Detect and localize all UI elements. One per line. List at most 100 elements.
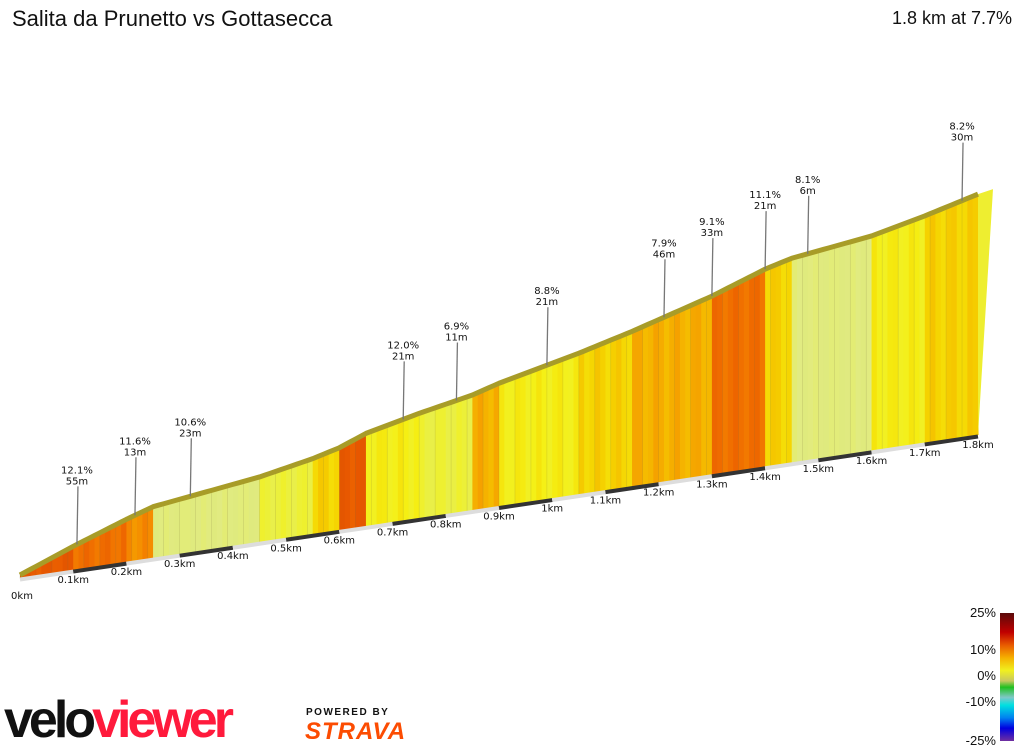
annotation-length: 23m	[179, 428, 201, 439]
profile-strip	[243, 479, 250, 545]
annotation-stem	[402, 361, 405, 420]
distance-tick-label: 1.7km	[909, 448, 940, 459]
profile-strip	[482, 387, 490, 510]
profile-strip	[738, 279, 745, 472]
distance-tick-label: 0.1km	[58, 575, 89, 586]
profile-strip	[328, 449, 335, 532]
profile-strip	[562, 356, 570, 498]
profile-strip	[733, 282, 740, 472]
profile-strip	[424, 409, 431, 518]
profile-strip	[594, 344, 602, 493]
profile-strip	[121, 519, 128, 563]
profile-strip	[754, 271, 761, 469]
page-title: Salita da Prunetto vs Gottasecca	[12, 6, 333, 31]
profile-strip	[232, 482, 239, 547]
annotation-stem	[189, 438, 192, 497]
profile-strip	[520, 373, 527, 504]
profile-strip	[440, 404, 447, 516]
profile-strip	[349, 439, 356, 529]
annotation-length: 6m	[800, 186, 816, 197]
profile-strip	[169, 500, 175, 556]
distance-ruler-segment	[72, 561, 127, 574]
annotation-grade: 11.6%	[119, 436, 151, 447]
profile-strip	[344, 442, 351, 530]
profile-strip	[797, 255, 803, 463]
profile-strip	[450, 400, 458, 514]
profile-strip	[238, 481, 245, 546]
annotation-grade: 11.1%	[749, 190, 781, 201]
profile-strip	[89, 535, 96, 568]
profile-strip	[259, 474, 266, 543]
profile-strip	[802, 253, 809, 462]
profile-strip	[514, 374, 522, 505]
profile-strip	[600, 342, 607, 492]
profile-strip	[919, 215, 926, 444]
profile-strip	[663, 314, 670, 482]
profile-strip	[865, 235, 873, 453]
profile-strip	[147, 506, 154, 560]
profile-strip	[573, 353, 580, 496]
distance-tick-label: 1km	[541, 504, 563, 515]
profile-strip	[860, 237, 867, 453]
profile-strip	[610, 337, 617, 491]
distance-tick-label: 0.3km	[164, 559, 195, 570]
profile-strip	[99, 529, 107, 567]
annotation-length: 46m	[653, 249, 675, 260]
profile-strip	[216, 487, 223, 549]
profile-strip	[200, 491, 207, 551]
profile-strip	[131, 513, 138, 562]
profile-strip	[381, 425, 388, 524]
profile-strip	[222, 485, 229, 548]
distance-tick-label: 1.2km	[643, 488, 674, 499]
profile-strip	[674, 309, 681, 481]
profile-strip	[775, 262, 782, 466]
annotation-length: 30m	[951, 133, 973, 144]
profile-strip	[690, 302, 697, 479]
distance-tick-label: 1.6km	[856, 456, 887, 467]
profile-strip	[589, 346, 596, 493]
distance-ruler-segment	[658, 474, 713, 487]
profile-strip	[536, 367, 543, 501]
profile-strip	[286, 465, 293, 539]
profile-strip	[828, 246, 835, 458]
profile-strip	[354, 435, 362, 529]
profile-strip	[477, 390, 484, 510]
profile-strip	[807, 252, 814, 461]
veloviewer-logo: veloviewer	[4, 691, 234, 749]
profile-strip	[642, 323, 649, 486]
annotation-grade: 8.2%	[949, 122, 974, 133]
distance-ruler-segment	[764, 458, 819, 471]
annotation-grade: 12.1%	[61, 465, 93, 476]
distance-tick-label: 0.9km	[483, 512, 514, 523]
annotation-grade: 12.0%	[387, 340, 419, 351]
profile-strip	[153, 505, 159, 559]
profile-strip	[57, 552, 64, 573]
profile-strip	[839, 243, 846, 456]
annotation-grade: 8.8%	[534, 286, 559, 297]
profile-strip	[626, 330, 633, 488]
annotation-stem	[711, 238, 714, 297]
annotation-stem	[546, 307, 549, 366]
profile-strip	[461, 396, 468, 513]
profile-strip	[578, 350, 586, 495]
profile-strip	[312, 456, 319, 535]
distance-ruler-segment	[285, 529, 340, 542]
distance-tick-label: 1.8km	[962, 440, 993, 451]
annotation-stem	[764, 211, 767, 270]
profile-strip	[376, 427, 383, 525]
profile-strip	[956, 200, 963, 439]
profile-strip	[142, 509, 149, 560]
distance-tick-label: 0.7km	[377, 527, 408, 538]
profile-strip	[685, 305, 692, 479]
profile-strip	[876, 231, 883, 451]
annotation-length: 21m	[754, 201, 776, 212]
profile-strip	[456, 398, 463, 513]
profile-strip	[302, 460, 308, 536]
distance-tick-label: 0.2km	[111, 567, 142, 578]
profile-strip	[334, 447, 340, 532]
annotation-grade: 7.9%	[651, 238, 676, 249]
profile-strip	[498, 380, 506, 507]
profile-strip	[897, 223, 905, 448]
profile-strip	[195, 492, 202, 553]
profile-strip	[504, 379, 511, 506]
